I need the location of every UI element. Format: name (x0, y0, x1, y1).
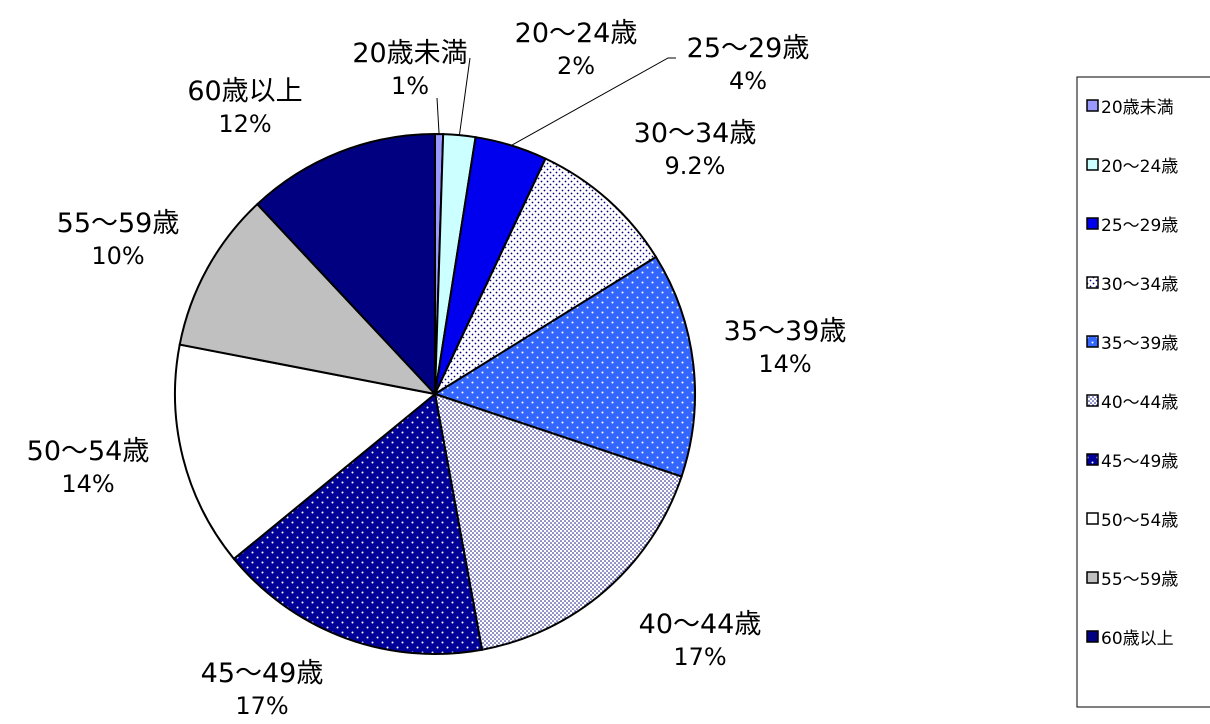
data-label-category: 30～34歳 (634, 118, 757, 149)
legend-item-7: 45～49歳 (1086, 452, 1178, 472)
leader-line-2 (458, 57, 471, 136)
data-labels: 20歳未満 1% 20～24歳 2% 25～29歳 4% 30～34歳 9.2% 35～39歳 1… (27, 18, 847, 720)
legend-label: 55～59歳 (1101, 570, 1178, 590)
legend-label: 60歳以上 (1101, 629, 1174, 649)
data-label-7: 45～49歳 17% (201, 658, 324, 720)
slice-10 (255, 132, 436, 397)
legend-item-2: 20～24歳 (1086, 157, 1178, 177)
legend-item-3: 25～29歳 (1086, 216, 1178, 236)
legend-item-5: 35～39歳 (1086, 334, 1178, 354)
legend-box (1076, 76, 1210, 708)
legend-swatch (1086, 453, 1099, 466)
data-label-percent: 9.2% (665, 152, 726, 180)
pie-slices (174, 132, 696, 655)
slice-9 (178, 202, 438, 396)
data-label-category: 35～39歳 (724, 316, 847, 347)
data-label-percent: 17% (673, 643, 726, 671)
leader-lines (436, 57, 676, 146)
legend-label: 40～44歳 (1101, 393, 1178, 413)
legend-item-1: 20歳未満 (1086, 98, 1174, 118)
legend: 20歳未満 20～24歳 25～29歳 30～34歳 35～39歳 40～44歳 45～49… (1076, 76, 1210, 708)
leader-line-3 (511, 57, 676, 146)
slice-6 (433, 392, 683, 651)
data-label-percent: 2% (557, 52, 595, 80)
legend-label: 45～49歳 (1101, 452, 1178, 472)
data-label-category: 50～54歳 (27, 436, 150, 467)
legend-label: 50～54歳 (1101, 511, 1178, 531)
legend-swatch (1086, 335, 1099, 348)
legend-swatch (1086, 571, 1099, 584)
legend-swatch (1086, 99, 1099, 112)
legend-item-4: 30～34歳 (1086, 275, 1178, 295)
legend-swatch (1086, 158, 1099, 171)
legend-label: 20歳未満 (1101, 98, 1174, 118)
data-label-6: 40～44歳 17% (639, 609, 762, 671)
slice-4 (432, 157, 658, 397)
data-label-2: 20～24歳 2% (515, 18, 638, 80)
legend-item-6: 40～44歳 (1086, 393, 1178, 413)
slice-7 (232, 392, 484, 655)
slice-5 (432, 255, 696, 478)
legend-item-9: 55～59歳 (1086, 570, 1178, 590)
data-label-5: 35～39歳 14% (724, 316, 847, 378)
legend-item-8: 50～54歳 (1086, 511, 1178, 531)
legend-swatch (1086, 276, 1099, 289)
data-label-percent: 14% (758, 350, 811, 378)
legend-label: 35～39歳 (1101, 334, 1178, 354)
data-label-3: 25～29歳 4% (687, 33, 810, 95)
data-label-8: 50～54歳 14% (27, 436, 150, 498)
data-label-percent: 1% (391, 72, 429, 100)
data-label-category: 45～49歳 (201, 658, 324, 689)
legend-swatch (1086, 394, 1099, 407)
data-label-category: 60歳以上 (187, 76, 302, 107)
legend-label: 25～29歳 (1101, 216, 1178, 236)
data-label-percent: 12% (218, 110, 271, 138)
slice-8 (174, 343, 438, 561)
data-label-category: 55～59歳 (57, 208, 180, 239)
data-label-category: 20～24歳 (515, 18, 638, 49)
data-label-category: 40～44歳 (639, 609, 762, 640)
data-label-9: 55～59歳 10% (57, 208, 180, 270)
data-label-percent: 10% (91, 242, 144, 270)
data-label-percent: 14% (61, 470, 114, 498)
data-label-10: 60歳以上 12% (187, 76, 302, 138)
data-label-percent: 17% (235, 692, 288, 720)
legend-swatch (1086, 630, 1099, 643)
legend-swatch (1086, 217, 1099, 230)
legend-label: 20～24歳 (1101, 157, 1178, 177)
data-label-category: 20歳未満 (352, 38, 467, 69)
legend-label: 30～34歳 (1101, 275, 1178, 295)
legend-item-10: 60歳以上 (1086, 629, 1174, 649)
data-label-percent: 4% (729, 67, 767, 95)
data-label-category: 25～29歳 (687, 33, 810, 64)
data-label-4: 30～34歳 9.2% (634, 118, 757, 180)
leader-line-1 (436, 97, 440, 135)
legend-swatch (1086, 512, 1099, 525)
data-label-1: 20歳未満 1% (352, 38, 467, 100)
